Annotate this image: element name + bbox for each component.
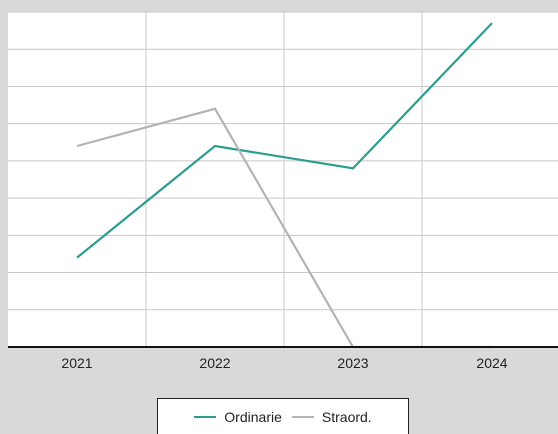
x-tick-label: 2023 xyxy=(337,355,368,371)
legend-label-straord: Straord. xyxy=(321,408,372,425)
legend-item-ordinarie: Ordinarie xyxy=(194,409,282,425)
series-line-ordinarie xyxy=(76,22,493,259)
legend-label-ordinarie: Ordinarie xyxy=(224,408,282,425)
x-tick-label: 2021 xyxy=(61,355,92,371)
x-tick-label: 2024 xyxy=(476,355,507,371)
plot-area xyxy=(8,12,558,347)
x-axis-ticks: 2021 2022 2023 2024 xyxy=(61,355,507,371)
legend-swatch-ordinarie xyxy=(194,415,217,418)
legend-item-straord: Straord. xyxy=(291,408,372,425)
x-tick-label: 2022 xyxy=(199,355,230,371)
legend: Ordinarie Straord. xyxy=(157,398,409,434)
legend-swatch-straord xyxy=(291,415,314,418)
grid xyxy=(8,11,558,348)
